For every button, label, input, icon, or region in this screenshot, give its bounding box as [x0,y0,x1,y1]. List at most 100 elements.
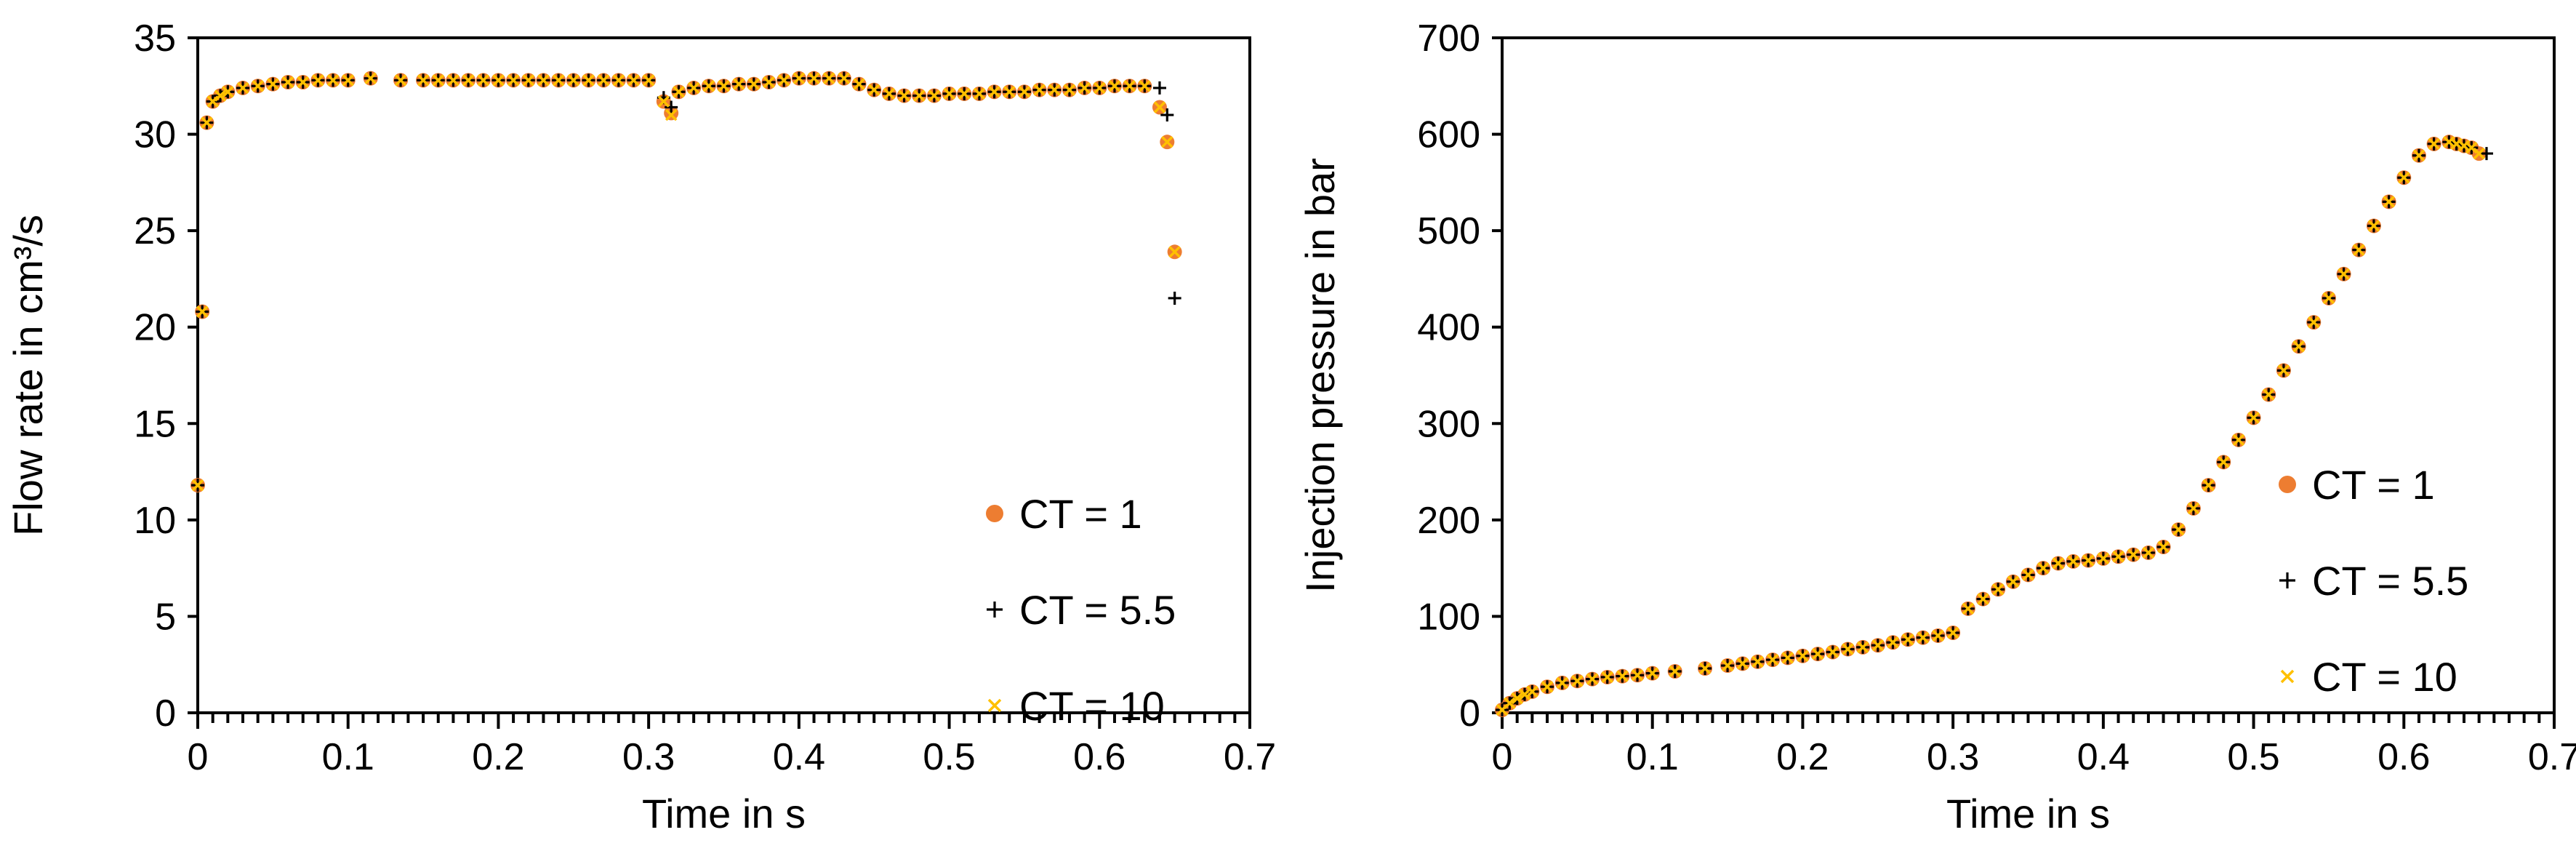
data-point [1946,626,1959,639]
data-point [2479,147,2493,161]
data-point [2247,412,2260,424]
y-tick-label: 700 [1417,17,1480,60]
data-point [252,80,264,92]
legend-label: CT = 5.5 [1019,587,1176,633]
data-point [537,74,550,87]
data-point [267,78,279,90]
data-point [312,74,324,87]
data-point [462,74,475,87]
data-point [1721,659,1734,672]
data-point [2187,502,2200,515]
data-point [281,76,294,89]
data-point [582,74,595,87]
data-point [2037,562,2050,575]
x-tick-label: 0.4 [773,736,825,778]
data-point [1541,680,1554,693]
data-point [687,81,700,95]
series-ct-5-5 [1496,135,2493,717]
data-point [507,74,520,87]
y-axis-title: Flow rate in cm³/s [5,215,51,536]
data-point [822,72,835,84]
data-point [1842,643,1854,655]
legend-label: CT = 5.5 [2312,558,2468,604]
data-point [522,74,535,87]
data-point [657,95,670,108]
y-tick-label: 500 [1417,210,1480,252]
data-point [2007,575,2020,588]
data-point [1139,80,1151,92]
data-point [1698,662,1712,675]
data-point [597,74,610,87]
x-tick-label: 0.4 [2077,736,2130,778]
data-point [793,72,806,84]
series-ct-10 [191,72,1181,492]
data-point [2142,546,2155,559]
data-point [1033,84,1046,96]
data-point [808,72,820,84]
data-point [898,89,910,102]
x-tick-label: 0.2 [472,736,524,778]
plot-area-frame [1501,36,2556,714]
data-point [2292,340,2305,353]
data-point [1901,634,1914,646]
data-point [2067,555,2079,568]
y-tick-label: 0 [1459,692,1480,735]
data-point [1601,671,1613,684]
y-tick-label: 0 [155,692,176,735]
data-point [943,87,955,100]
data-point [1161,135,1173,148]
x-axis-title: Time in s [1946,791,2110,836]
data-point [2112,550,2124,563]
data-point [1571,675,1584,687]
data-point [1932,629,1944,642]
data-point [988,86,1000,98]
series-ct-1 [190,71,1182,493]
x-tick-label: 0.5 [923,736,975,778]
data-point [1766,653,1779,666]
legend-marker-x-icon [2280,669,2295,684]
x-axis-title: Time in s [642,791,806,836]
data-point [1123,80,1136,92]
data-point [1526,685,1538,698]
y-axis-title: Injection pressure in bar [1297,158,1343,593]
data-point [417,74,430,87]
data-point [1646,667,1658,679]
injection-pressure-chart: 0 0.1 0.2 0.3 0.4 0.5 0.6 0.7 0 100 200 300 400 500 60… [1297,17,2576,836]
data-point [1160,108,1174,122]
y-tick-label: 100 [1417,596,1480,638]
data-point [1063,84,1076,96]
x-tick-label: 0.3 [622,736,675,778]
data-point [883,87,896,100]
data-point [2383,196,2395,208]
x-tick-label: 0.3 [1927,736,1979,778]
x-tick-label: 0.6 [2378,736,2430,778]
data-point [342,74,354,87]
data-point [2172,523,2185,536]
data-point [2308,316,2320,329]
data-point [1616,670,1629,682]
data-point [718,80,730,92]
data-point [2217,456,2230,468]
x-tick-label: 0 [188,736,209,778]
legend-label: CT = 10 [1019,683,1165,729]
data-point [2473,147,2485,160]
data-point [747,78,761,90]
data-point [732,78,745,90]
data-point [1781,652,1794,664]
data-point [1518,688,1531,701]
x-tick-label: 0.7 [2528,736,2576,778]
data-point [763,76,775,89]
data-point [2232,434,2245,447]
data-point [1152,81,1166,95]
data-point [477,74,489,87]
data-point [1631,669,1644,682]
data-point [1797,650,1809,663]
data-point [2338,268,2350,281]
data-point [1962,602,1975,615]
flow-rate-chart: 0 0.1 0.2 0.3 0.4 0.5 0.6 0.7 0 5 10 15 20 25 30 35 Time… [5,17,1276,836]
data-point [912,89,926,102]
y-tick-label: 10 [134,500,176,542]
data-point [236,81,249,95]
series-ct-10 [1496,135,2485,716]
